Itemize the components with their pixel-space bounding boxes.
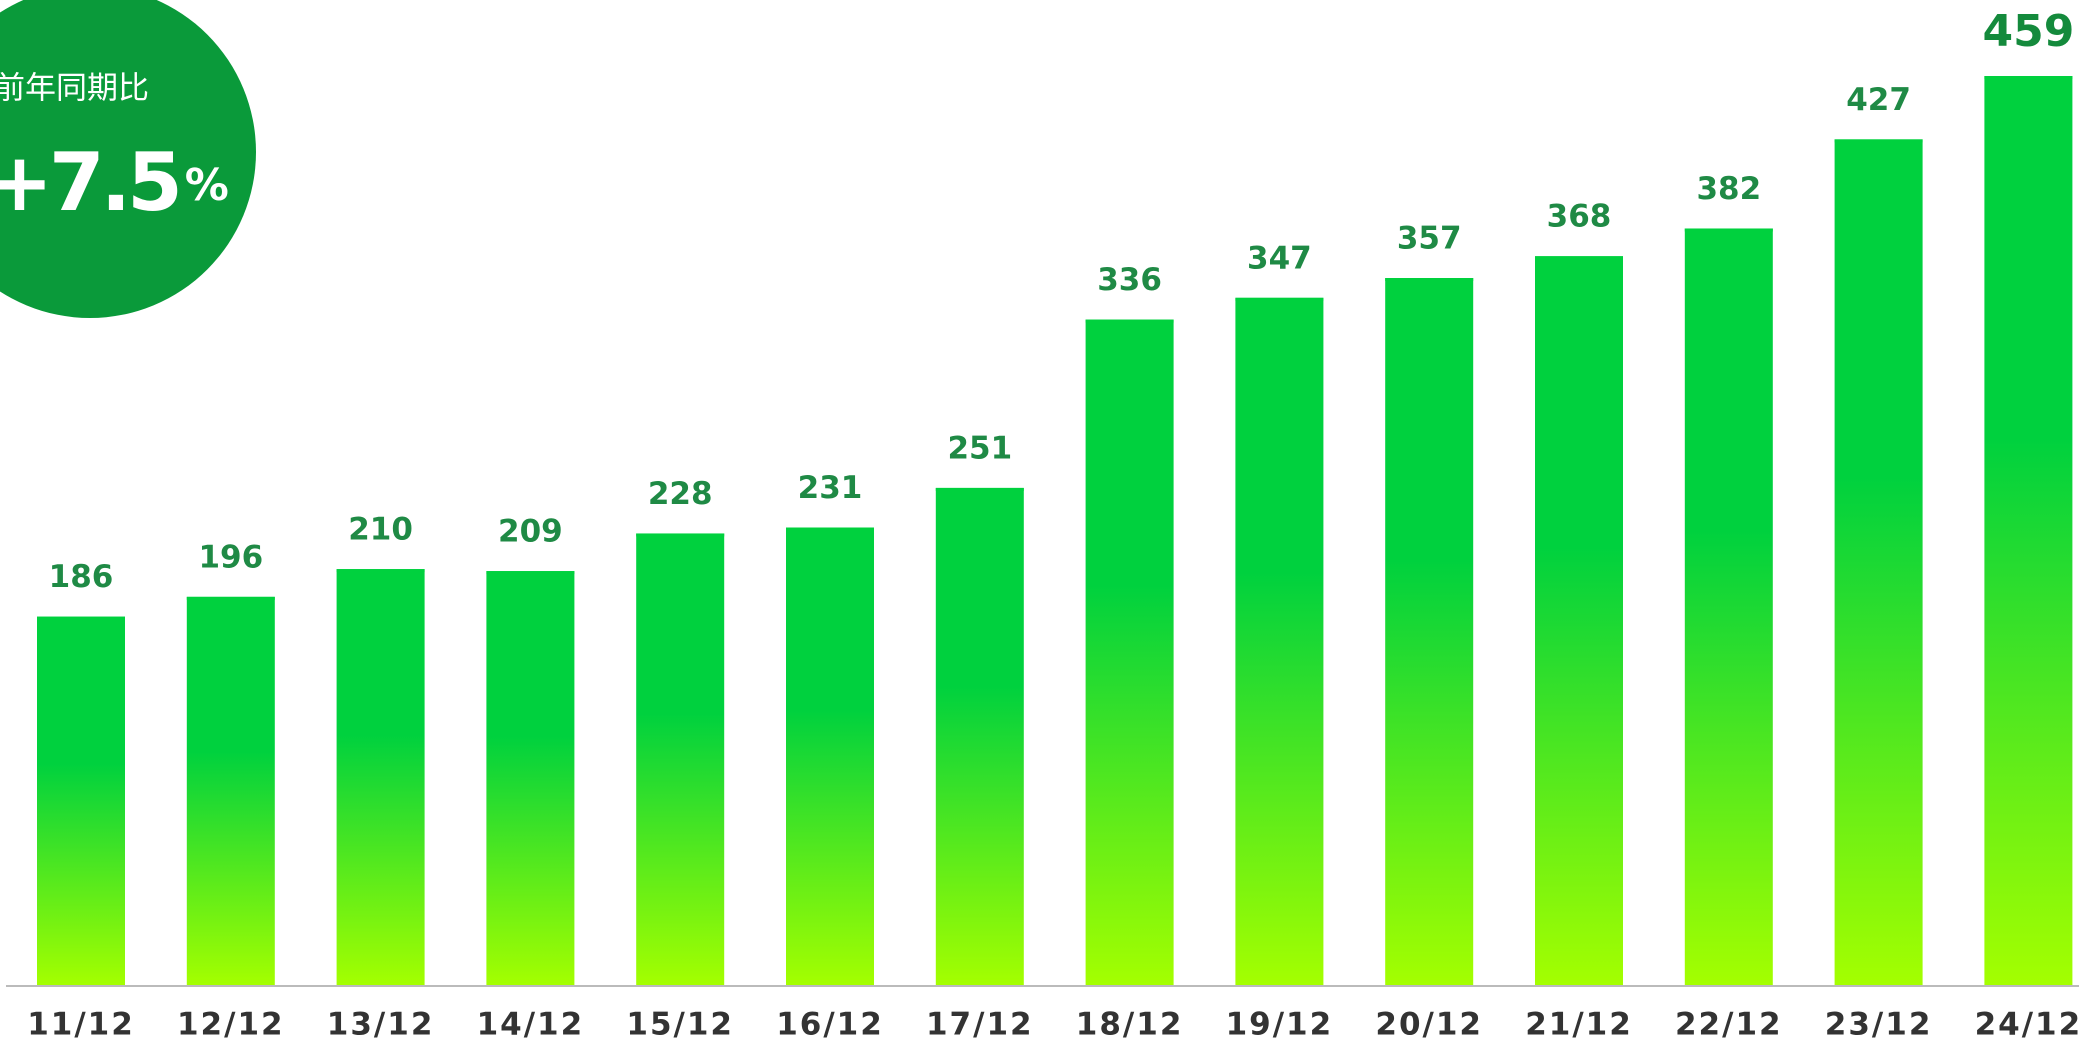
bar — [636, 533, 725, 985]
badge-number: +7.5 — [0, 136, 179, 229]
bar-top — [336, 569, 425, 573]
value-label: 347 — [1247, 240, 1312, 276]
bar — [37, 616, 125, 985]
bar — [186, 596, 275, 985]
bar-top — [1385, 278, 1474, 281]
value-label: 427 — [1846, 82, 1911, 118]
value-label: 196 — [198, 539, 263, 575]
value-label: 231 — [798, 470, 863, 506]
value-label: 210 — [348, 512, 413, 548]
x-tick-label: 12/12 — [177, 1007, 285, 1041]
bar — [336, 569, 425, 985]
badge-circle — [0, 0, 256, 318]
value-label: 357 — [1397, 221, 1462, 257]
value-label: 459 — [1982, 6, 2074, 57]
bar-top — [486, 571, 575, 575]
value-label: 209 — [498, 514, 563, 550]
x-tick-label: 19/12 — [1226, 1007, 1334, 1041]
bar-top — [1684, 228, 1773, 232]
bar-top — [1834, 139, 1923, 143]
value-label: 228 — [648, 476, 713, 512]
value-label: 186 — [49, 559, 114, 595]
bar-top — [636, 533, 725, 537]
bar-top — [1984, 76, 2073, 79]
x-tick-label: 22/12 — [1675, 1007, 1783, 1041]
bar — [1834, 139, 1923, 985]
x-tick-label: 17/12 — [926, 1007, 1034, 1041]
x-tick-label: 21/12 — [1525, 1007, 1633, 1041]
x-tick-label: 20/12 — [1375, 1007, 1483, 1041]
bar-top — [186, 596, 275, 600]
bar-top — [37, 616, 125, 620]
badge-value: +7.5% — [0, 136, 229, 229]
x-tick-label: 11/12 — [27, 1007, 135, 1041]
bar — [1535, 256, 1623, 985]
x-tick-label: 13/12 — [327, 1007, 435, 1041]
x-tick-label: 15/12 — [626, 1007, 734, 1041]
x-tick-label: 18/12 — [1076, 1007, 1184, 1041]
value-label: 382 — [1696, 171, 1761, 207]
x-tick-label: 14/12 — [477, 1007, 585, 1041]
bar-top — [1535, 256, 1623, 260]
bar — [486, 571, 575, 985]
value-label: 336 — [1097, 262, 1162, 298]
bar — [1085, 319, 1174, 985]
bar-top — [786, 527, 874, 531]
bar — [786, 527, 874, 985]
bar — [1684, 228, 1773, 986]
x-tick-label: 24/12 — [1975, 1007, 2079, 1041]
bar — [1984, 76, 2073, 985]
bar — [935, 487, 1024, 985]
x-tick-label: 16/12 — [776, 1007, 884, 1041]
bar-top — [1235, 297, 1324, 301]
bar — [1235, 297, 1324, 985]
bar-top — [935, 487, 1024, 491]
bar — [1385, 278, 1474, 985]
badge-unit: % — [185, 160, 229, 211]
value-label: 368 — [1547, 199, 1612, 235]
x-tick-label: 23/12 — [1825, 1007, 1933, 1041]
value-label: 251 — [947, 430, 1012, 466]
badge-title: 前年同期比 — [0, 71, 149, 107]
bar-top — [1085, 319, 1174, 323]
